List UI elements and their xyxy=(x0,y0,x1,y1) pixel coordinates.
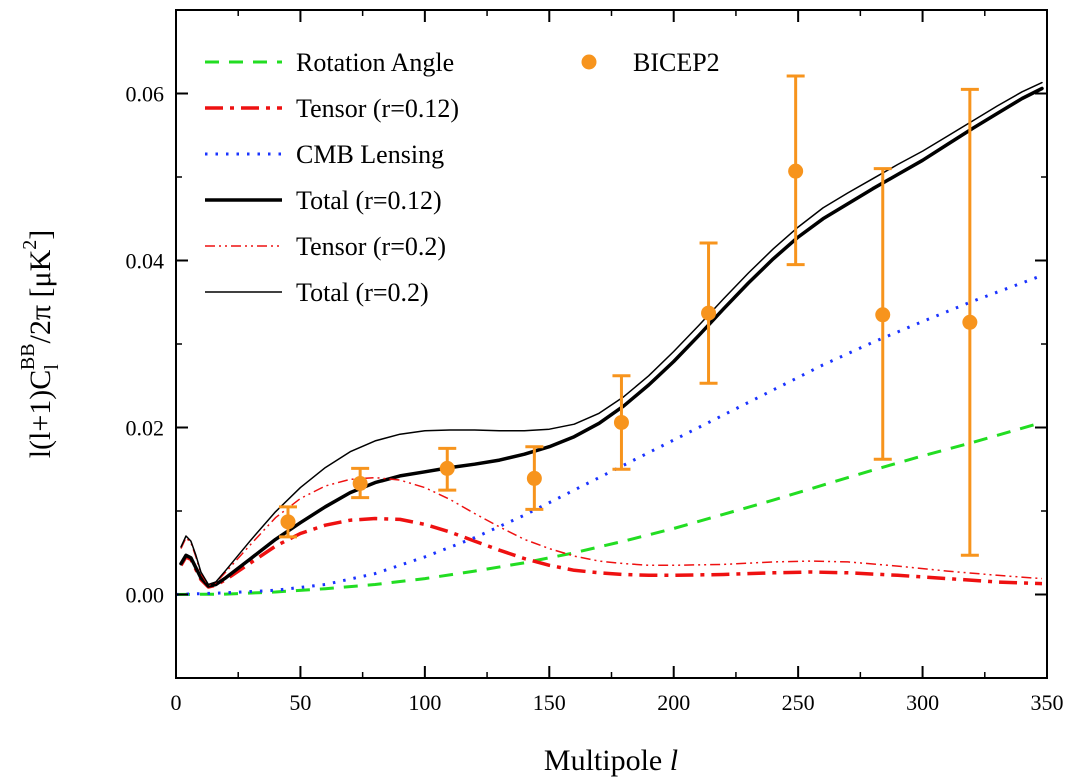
bicep2-marker xyxy=(280,514,296,530)
curve-layer xyxy=(175,81,1044,596)
legend-item-total-r-0-12: Total (r=0.12) xyxy=(205,186,442,215)
bicep2-point xyxy=(351,466,370,500)
legend: Rotation Angle Tensor (r=0.12) CMB Lensing… xyxy=(205,48,720,307)
legend-item-rotation-angle: Rotation Angle xyxy=(205,48,454,77)
y-tick-label: 0.04 xyxy=(126,249,165,274)
x-tick-label: 300 xyxy=(906,690,939,715)
x-tick-label: 50 xyxy=(289,690,311,715)
y-tick-label: 0.00 xyxy=(126,583,165,608)
x-tick-label: 150 xyxy=(533,690,566,715)
bicep2-marker xyxy=(788,163,804,179)
series-line-total-r-0-2 xyxy=(180,81,1043,586)
legend-item-tensor-r-0-2: Tensor (r=0.2) xyxy=(205,232,446,261)
y-axis-title: l(l+1)ClBB/2π [μK2] xyxy=(17,230,63,459)
bicep2-marker xyxy=(875,307,891,323)
legend-marker xyxy=(581,54,597,70)
bicep2-point xyxy=(960,87,979,557)
series-line-rotation-angle xyxy=(175,421,1043,596)
x-tick-label: 100 xyxy=(408,690,441,715)
legend-item-bicep2: BICEP2 xyxy=(581,48,720,77)
bicep2-point xyxy=(525,445,544,511)
legend-item-total-r-0-2: Total (r=0.2) xyxy=(205,278,429,307)
bicep2-marker xyxy=(613,414,629,430)
legend-label: Rotation Angle xyxy=(296,48,454,77)
legend-label: CMB Lensing xyxy=(296,140,444,169)
legend-label: Total (r=0.2) xyxy=(296,278,429,307)
y-tick-label: 0.02 xyxy=(126,416,165,441)
y-tick-label: 0.06 xyxy=(126,82,165,107)
tick-layer: 0 50 100 150 200 250 300 350 0.00 0.02 0.04 0.06 xyxy=(126,9,1064,715)
series-line-tensor-r-0-2 xyxy=(180,476,1043,587)
x-tick-label: 350 xyxy=(1031,690,1064,715)
bicep2-point xyxy=(612,374,631,471)
bicep2-point xyxy=(786,74,805,267)
x-axis-title: Multipole l xyxy=(544,744,678,777)
x-tick-label: 200 xyxy=(657,690,690,715)
legend-item-cmb-lensing: CMB Lensing xyxy=(205,140,444,169)
bicep2-marker xyxy=(526,470,542,486)
bicep2-marker xyxy=(701,305,717,321)
series-line-total-r-0-12 xyxy=(179,86,1044,588)
series-line-cmb-lensing xyxy=(175,274,1043,596)
bicep2-marker xyxy=(439,460,455,476)
bicep2-point xyxy=(873,167,892,461)
bicep2-marker xyxy=(352,475,368,491)
legend-label: Total (r=0.12) xyxy=(296,186,442,215)
legend-label: BICEP2 xyxy=(633,48,720,77)
legend-item-tensor-r-0-12: Tensor (r=0.12) xyxy=(205,94,459,123)
legend-label: Tensor (r=0.2) xyxy=(296,232,446,261)
legend-label: Tensor (r=0.12) xyxy=(296,94,459,123)
x-tick-label: 0 xyxy=(171,690,182,715)
bicep2-point xyxy=(438,446,457,492)
bicep2-point xyxy=(278,505,297,539)
bicep2-marker xyxy=(962,314,978,330)
x-tick-label: 250 xyxy=(782,690,815,715)
series-line-tensor-r-0-12 xyxy=(179,516,1043,589)
bicep2-layer xyxy=(278,74,979,557)
bicep2-point xyxy=(699,241,718,385)
